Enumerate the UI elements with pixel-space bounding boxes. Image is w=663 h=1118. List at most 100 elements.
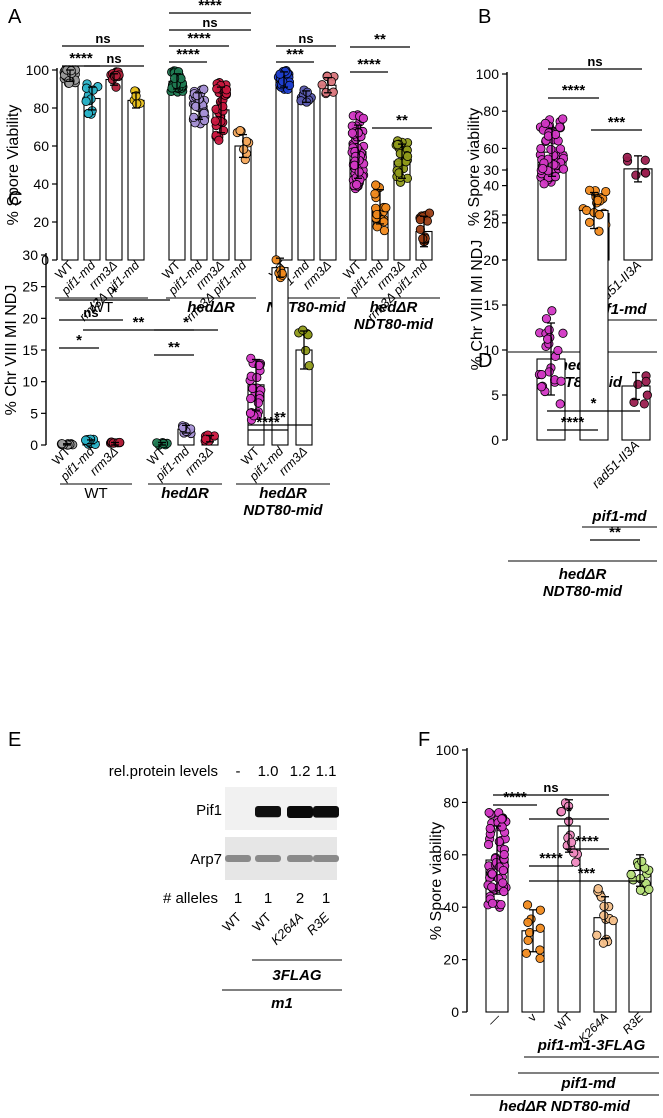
y-tick-label: 25 [483, 207, 499, 223]
data-point [594, 210, 604, 220]
data-point [537, 370, 547, 380]
data-point [641, 376, 651, 387]
x-tick-label: rad51-II3A [589, 438, 643, 492]
panel-letter-c: C [8, 188, 22, 210]
data-point [637, 856, 647, 866]
group-label: pif1-md [560, 1075, 616, 1092]
data-point [556, 807, 566, 817]
panel-letter-d: D [478, 350, 492, 372]
significance-label: *** [608, 114, 626, 131]
data-point [111, 70, 121, 81]
y-tick-label: 5 [30, 405, 38, 421]
data-point [558, 328, 568, 338]
data-point [189, 112, 199, 122]
significance-label: **** [187, 30, 211, 47]
group-label: pif1-m1-3FLAG [537, 1037, 646, 1054]
group-label: WT [90, 299, 113, 316]
data-point [496, 899, 506, 910]
data-point [301, 345, 311, 356]
data-point [622, 152, 632, 162]
group-label: pif1-md [591, 508, 647, 525]
significance-label: ** [396, 112, 408, 129]
y-tick-label: 5 [491, 387, 499, 403]
significance-label: ns [95, 31, 110, 46]
blot-allele-count: 1 [234, 890, 242, 907]
data-point [550, 129, 561, 140]
y-tick-label: 0 [491, 252, 499, 268]
data-point [235, 126, 245, 136]
blot-rel-value: 1.1 [316, 763, 337, 780]
significance-label: ns [298, 31, 313, 46]
data-point [544, 325, 554, 335]
y-tick-label: 15 [483, 297, 499, 313]
y-tick-label: 40 [483, 178, 499, 194]
bar [297, 96, 315, 261]
data-point [498, 865, 508, 876]
data-point [370, 189, 380, 199]
y-tick-label: 30 [483, 162, 499, 178]
y-tick-label: 10 [22, 374, 38, 390]
blot-group-3flag: 3FLAG [272, 967, 322, 984]
data-point [593, 884, 603, 894]
y-tick-label: 40 [33, 176, 49, 192]
data-point [484, 808, 494, 818]
blot-allele-count: 2 [296, 890, 304, 907]
data-point [538, 163, 548, 174]
data-point [358, 113, 369, 123]
data-point [535, 923, 545, 933]
blot-lane-label: WT [219, 909, 244, 934]
data-point [521, 948, 532, 958]
data-point [522, 900, 533, 910]
y-tick-label: 20 [483, 215, 499, 231]
panel-letter-e: E [8, 729, 21, 751]
data-point [418, 234, 428, 244]
data-point [487, 882, 497, 892]
data-point [298, 325, 308, 335]
data-point [88, 85, 98, 95]
significance-label: *** [578, 865, 596, 882]
data-point [275, 69, 285, 79]
data-point [584, 217, 595, 227]
bar [127, 99, 145, 261]
data-point [284, 80, 295, 90]
y-tick-label: 100 [476, 66, 500, 82]
y-tick-label: 60 [33, 138, 49, 154]
data-point [633, 379, 643, 389]
data-point [271, 255, 281, 265]
data-point [212, 84, 222, 94]
data-point [571, 857, 581, 867]
bar [61, 75, 79, 261]
panel-letter-b: B [478, 6, 491, 28]
group-label: hedΔR NDT80-mid [499, 1098, 631, 1115]
blot-band-pif1 [313, 806, 339, 818]
data-point [593, 195, 603, 205]
blot-lane-label: K264A [268, 910, 306, 948]
x-tick-label: — [485, 1010, 503, 1028]
data-point [599, 910, 609, 921]
data-point [540, 118, 550, 129]
significance-label: * [112, 284, 118, 301]
data-point [546, 144, 556, 154]
y-tick-label: 0 [491, 432, 499, 448]
significance-label: ** [374, 31, 386, 48]
data-point [498, 878, 508, 888]
blot-row-label-arp7: Arp7 [190, 851, 222, 868]
bar [275, 78, 293, 261]
blot-alleles-label: # alleles [163, 890, 218, 907]
y-axis-label: % Spore Viability [5, 105, 22, 226]
blot-allele-count: 1 [322, 890, 330, 907]
significance-label: **** [357, 56, 381, 73]
y-tick-label: 40 [443, 899, 459, 915]
data-point [254, 360, 264, 371]
data-point [631, 170, 641, 180]
data-point [644, 884, 654, 894]
y-tick-label: 60 [443, 847, 459, 863]
data-point [536, 143, 546, 154]
data-point [497, 822, 507, 832]
y-tick-label: 100 [436, 742, 460, 758]
data-point [483, 839, 494, 850]
data-point [543, 334, 553, 344]
y-tick-label: 100 [26, 62, 50, 78]
